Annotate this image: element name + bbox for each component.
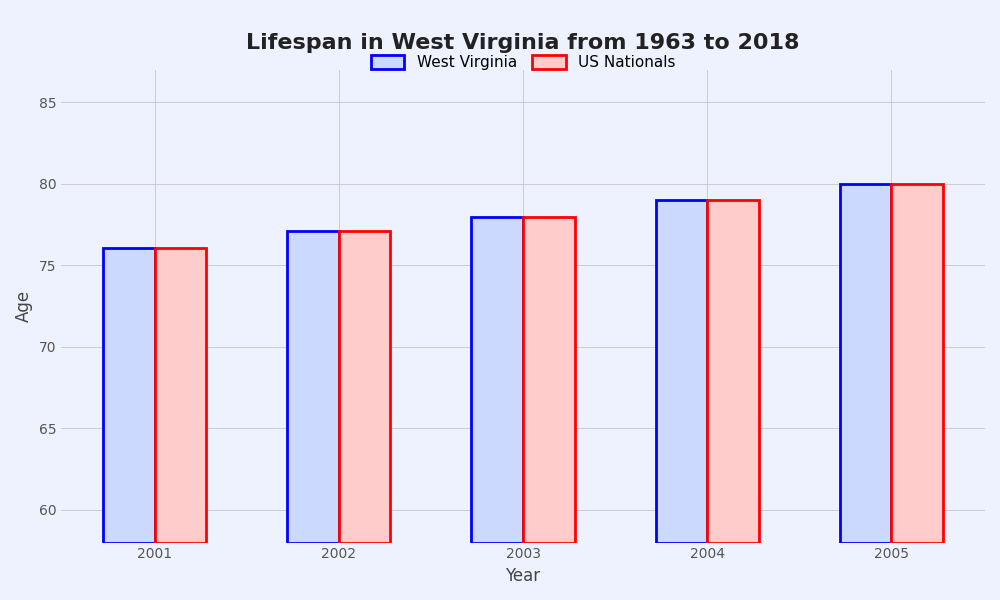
Bar (339, 231, 390, 542)
Bar (891, 184, 943, 542)
Bar (103, 248, 155, 542)
Bar (707, 200, 759, 542)
Bar (287, 231, 339, 542)
Title: Lifespan in West Virginia from 1963 to 2018: Lifespan in West Virginia from 1963 to 2… (246, 33, 800, 53)
Bar (656, 200, 707, 542)
Bar (471, 217, 523, 542)
Bar (523, 217, 575, 542)
X-axis label: Year: Year (505, 567, 541, 585)
Y-axis label: Age: Age (15, 290, 33, 322)
Bar (155, 248, 206, 542)
Bar (840, 184, 891, 542)
Legend: West Virginia, US Nationals: West Virginia, US Nationals (365, 49, 681, 76)
